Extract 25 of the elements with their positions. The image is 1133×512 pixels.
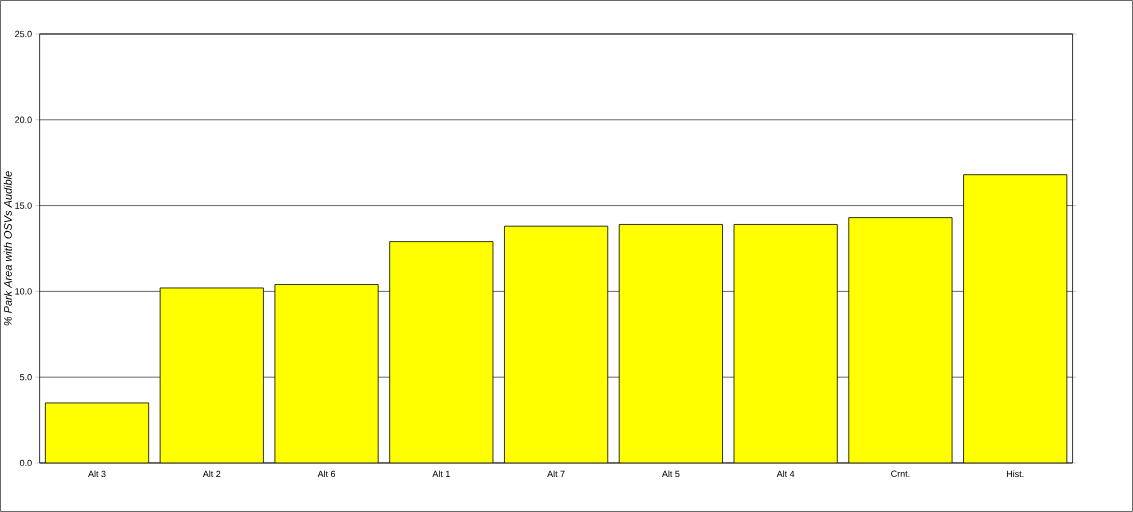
bar (963, 174, 1068, 463)
x-tick-label: Alt 6 (317, 470, 336, 478)
x-tick-label: Alt 2 (202, 470, 221, 478)
y-tick-label: 0.0 (19, 459, 32, 467)
x-tick-label: Alt 5 (661, 470, 680, 478)
x-tick-label: Crnt. (891, 470, 910, 477)
y-tick-label: 20.0 (15, 116, 32, 123)
bar (734, 224, 838, 463)
bar (504, 226, 608, 463)
bar (45, 402, 149, 463)
x-tick-label: Alt 3 (88, 470, 106, 478)
x-tick-label: Alt 1 (432, 470, 450, 478)
bar (274, 284, 379, 463)
bar (619, 224, 723, 463)
bar (389, 241, 493, 463)
y-tick-label: 25.0 (15, 30, 32, 38)
y-axis-title: % Park Area with OSVs Audible (3, 171, 12, 326)
x-tick-label: Alt 4 (776, 470, 795, 478)
bar (160, 287, 264, 463)
bar (848, 217, 953, 463)
x-tick-label: Hist. (1006, 470, 1024, 478)
y-tick-label: 10.0 (15, 288, 32, 295)
y-tick-label: 15.0 (15, 202, 32, 209)
x-tick-label: Alt 7 (547, 470, 565, 478)
y-tick-label: 5.0 (20, 374, 32, 381)
